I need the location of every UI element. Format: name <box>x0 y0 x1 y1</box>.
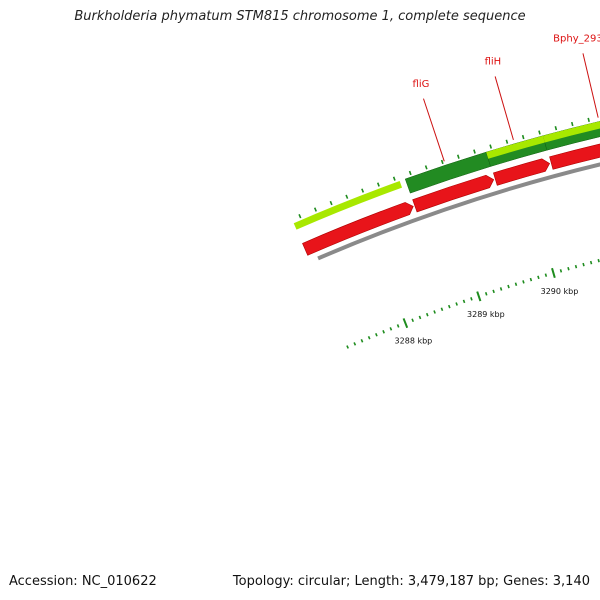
scale-label: 3290 kbp <box>541 287 579 296</box>
scale-tick <box>396 324 400 328</box>
outer-tick <box>440 159 444 165</box>
gene-label-line <box>582 53 599 118</box>
scale-tick <box>537 275 540 280</box>
outer-tick <box>521 134 525 140</box>
topology-summary: Topology: circular; Length: 3,479,187 bp… <box>232 574 590 589</box>
scale-tick <box>462 299 466 304</box>
scale-tick <box>559 269 563 273</box>
gene-label-line <box>422 98 445 162</box>
scale-tick <box>597 258 600 263</box>
scale-tick <box>367 335 371 340</box>
scale-tick <box>499 287 503 291</box>
scale-tick <box>455 302 458 306</box>
outer-tick <box>376 182 380 187</box>
scale-tick <box>476 291 482 302</box>
scale-tick <box>402 318 409 329</box>
scale-tick <box>544 273 548 277</box>
scale-tick <box>360 339 364 343</box>
outer-tick <box>473 149 476 154</box>
outer-tick <box>570 121 574 127</box>
scale-tick <box>346 345 349 349</box>
scale-tick <box>470 297 473 301</box>
gene-label[interactable]: fliG <box>413 79 430 90</box>
scale-tick <box>582 262 585 267</box>
backbone-line <box>317 162 600 261</box>
scale-tick <box>440 307 444 312</box>
outer-tick <box>329 200 333 206</box>
outer-tick <box>489 144 493 149</box>
scale-tick <box>589 260 593 265</box>
scale-tick <box>514 282 518 286</box>
backbone-layer <box>317 162 600 261</box>
gene-label-line <box>494 76 514 140</box>
scale-tick <box>389 327 393 331</box>
gene-label[interactable]: Bphy_2934 <box>553 34 600 45</box>
outer-tick <box>313 207 317 212</box>
scale-label: 3289 kbp <box>467 310 505 319</box>
scale-label: 3288 kbp <box>395 337 433 346</box>
scale-tick <box>382 330 385 334</box>
gene-label[interactable]: fliH <box>485 57 502 68</box>
scale-tick <box>522 280 525 284</box>
reverse-gene-arrow[interactable] <box>412 174 495 213</box>
scale-tick <box>567 266 570 271</box>
scale-tick <box>529 277 533 282</box>
scale-tick <box>447 304 451 309</box>
scale-tick <box>425 312 429 317</box>
forward-strand-track <box>293 121 600 230</box>
gene-label-layer: fliGfliHBphy_2934Bphy_2935Bphy_2936fliLf… <box>413 34 600 162</box>
scale-tick <box>484 292 488 296</box>
forward-highlight <box>542 121 600 143</box>
scale-tick <box>551 267 556 279</box>
outer-tick <box>408 170 412 176</box>
outer-tick <box>298 214 302 219</box>
scale-tick <box>411 318 414 323</box>
outer-tick <box>392 176 396 181</box>
scale-tick <box>418 315 422 320</box>
scale-tick <box>353 342 357 346</box>
forward-highlight <box>293 181 403 230</box>
scale-tick <box>375 332 378 337</box>
scale-tick <box>492 289 495 294</box>
outer-tick <box>587 117 590 123</box>
outer-tick <box>361 188 365 193</box>
reverse-gene-arrow[interactable] <box>549 132 600 170</box>
reverse-gene-arrow[interactable] <box>493 158 551 186</box>
outer-tick <box>456 154 460 159</box>
scale-tick <box>433 310 436 314</box>
outer-tick <box>554 126 558 131</box>
outer-tick <box>345 194 349 199</box>
forward-highlight <box>486 135 545 159</box>
scale-tick <box>507 284 510 289</box>
accession-label: Accession: NC_010622 <box>9 574 157 589</box>
outer-tick <box>505 139 509 144</box>
map-title: Burkholderia phymatum STM815 chromosome … <box>74 9 526 24</box>
reverse-gene-arrow[interactable] <box>302 202 414 256</box>
scale-tick <box>574 264 578 269</box>
outer-tick <box>424 165 428 170</box>
reverse-strand-track <box>302 132 600 256</box>
outer-tick <box>538 130 541 135</box>
